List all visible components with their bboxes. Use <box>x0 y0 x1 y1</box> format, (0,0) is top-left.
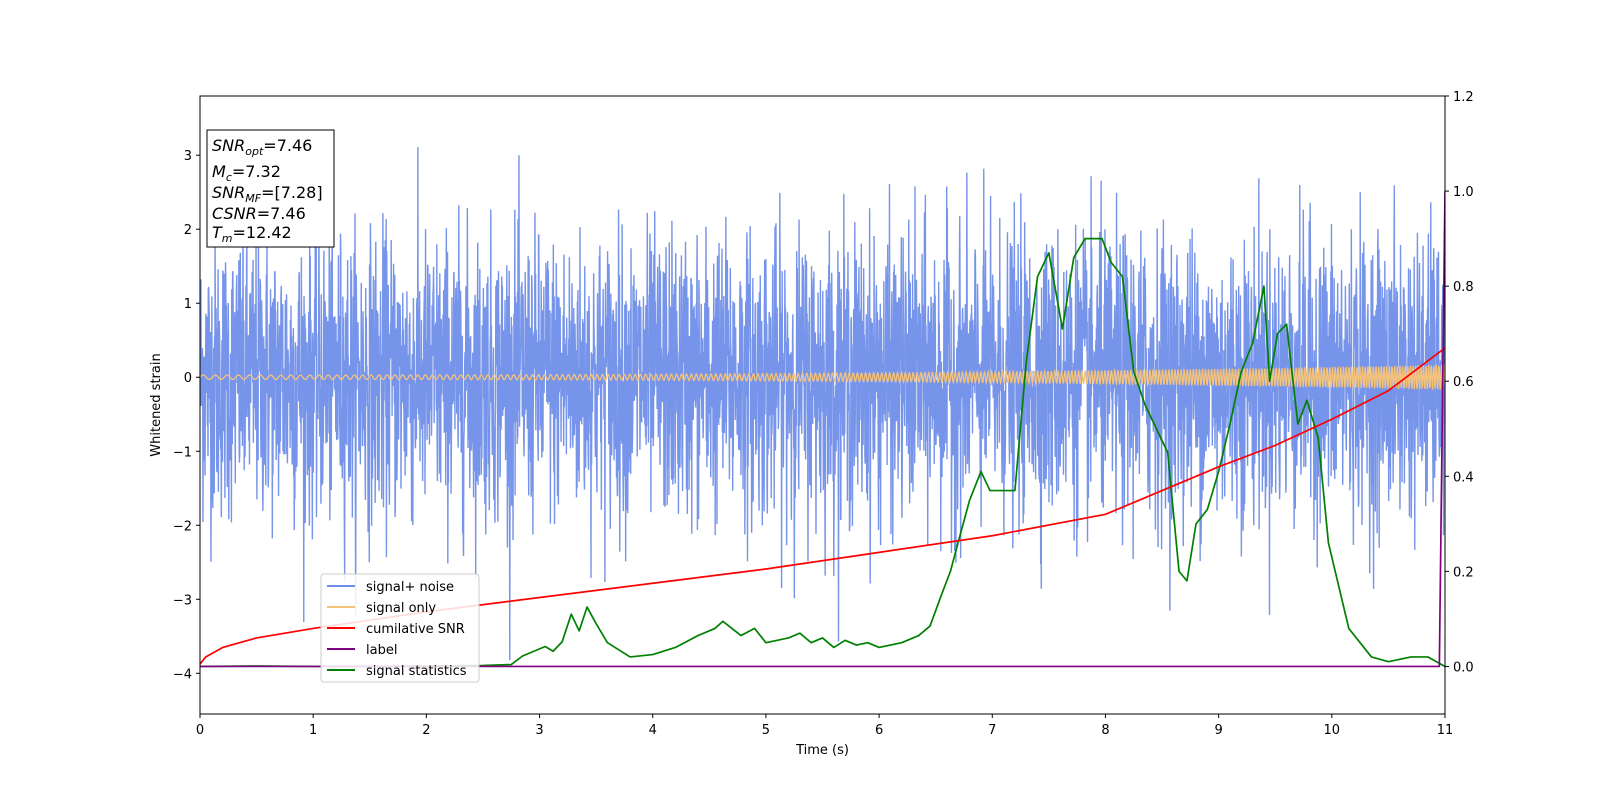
stats-snr-opt-base: SNR <box>212 136 245 155</box>
y-tick-label-right: 0.4 <box>1453 470 1474 485</box>
y-axis-label-left: Whitened strain <box>149 353 164 456</box>
y-tick-label-left: 3 <box>184 149 192 164</box>
y-tick-label-right: 0.6 <box>1453 375 1474 390</box>
y-tick-label-left: −3 <box>173 593 192 608</box>
y-tick-label-right: 1.0 <box>1453 185 1474 200</box>
stats-snr-opt-value: =7.46 <box>263 136 312 155</box>
x-tick-label: 10 <box>1324 723 1341 738</box>
plot-frame <box>199 95 1446 715</box>
y-tick-label-left: −2 <box>173 519 192 534</box>
x-tick-label: 2 <box>422 723 430 738</box>
legend-label-signal: signal only <box>366 601 436 616</box>
series-signal-statistics <box>200 237 1445 668</box>
stats-mc: Mc=7.32 <box>212 162 281 184</box>
y-tick-label-right: 1.2 <box>1453 90 1474 105</box>
legend: signal+ noise signal only cumilative SNR la… <box>320 573 480 683</box>
stats-tm-sub: m <box>222 232 233 245</box>
x-tick-label: 8 <box>1101 723 1109 738</box>
legend-label-noise: signal+ noise <box>366 580 454 595</box>
x-tick-label: 6 <box>875 723 883 738</box>
plot-area <box>200 146 1445 668</box>
x-tick-label: 5 <box>762 723 770 738</box>
stats-tm-value: =12.42 <box>233 223 292 242</box>
legend-label-label: label <box>366 643 397 658</box>
stats-tm: Tm=12.42 <box>212 223 292 245</box>
x-tick-label: 1 <box>309 723 317 738</box>
x-axis-label: Time (s) <box>795 743 849 758</box>
y-tick-label-left: −1 <box>173 445 192 460</box>
x-tick-label: 11 <box>1437 723 1454 738</box>
axes: 0 1 2 3 4 5 6 7 8 9 10 11 −4 −3 −2 −1 0 1 2 3 0.0 0.2 0.4 0.6 0.… <box>173 90 1474 738</box>
stats-box-frame <box>206 129 335 248</box>
x-tick-label: 4 <box>649 723 657 738</box>
legend-label-stats: signal statistics <box>366 664 467 679</box>
x-tick-label: 9 <box>1214 723 1222 738</box>
y-tick-label-left: 0 <box>184 371 192 386</box>
stats-snr-mf-sub: MF <box>245 192 261 205</box>
stats-snr-opt: SNRopt=7.46 <box>212 136 312 158</box>
x-tick-label: 3 <box>535 723 543 738</box>
stats-mc-base: M <box>212 162 226 181</box>
stats-snr-mf-base: SNR <box>212 183 245 202</box>
stats-csnr-value: =7.46 <box>257 204 306 223</box>
stats-tm-base: T <box>212 223 223 242</box>
stats-csnr: CSNR=7.46 <box>212 204 306 223</box>
stats-box: SNRopt=7.46 Mc=7.32 SNRMF=[7.28] CSNR=7.… <box>206 129 335 248</box>
series-label <box>200 191 1445 668</box>
legend-label-cumsnr: cumilative SNR <box>366 622 465 637</box>
y-tick-label-left: 1 <box>184 297 192 312</box>
stats-csnr-base: CSNR <box>212 204 257 223</box>
stats-snr-mf-value: =[7.28] <box>261 183 323 202</box>
y-tick-label-left: −4 <box>173 667 192 682</box>
x-tick-label: 7 <box>988 723 996 738</box>
y-tick-label-right: 0.8 <box>1453 280 1474 295</box>
stats-mc-sub: c <box>226 171 232 184</box>
series-cumulative-snr <box>200 347 1445 665</box>
stats-mc-value: =7.32 <box>232 162 281 181</box>
y-tick-label-right: 0.0 <box>1453 660 1474 675</box>
stats-snr-mf: SNRMF=[7.28] <box>212 183 323 205</box>
stats-snr-opt-sub: opt <box>245 145 264 158</box>
series-signal-only <box>200 364 1445 391</box>
y-tick-label-right: 0.2 <box>1453 565 1474 580</box>
legend-frame <box>320 573 480 683</box>
x-tick-label: 0 <box>196 723 204 738</box>
y-tick-label-left: 2 <box>184 223 192 238</box>
